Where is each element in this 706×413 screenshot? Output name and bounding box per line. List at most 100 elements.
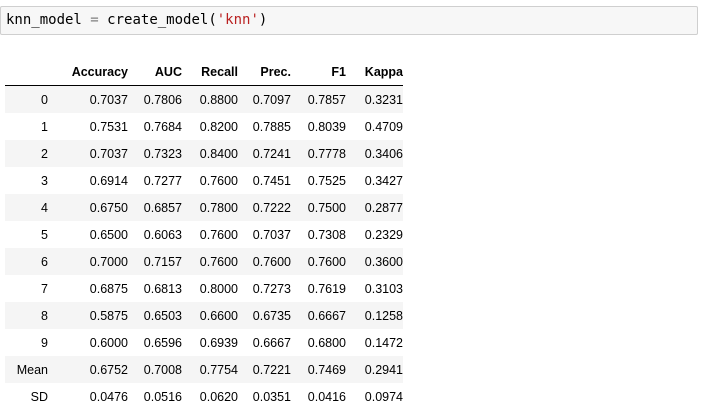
table-cell: 0.7800 xyxy=(199,200,238,215)
table-row: 2 0.7037 0.7323 0.8400 0.7241 0.7778 0.3406 xyxy=(5,140,403,167)
table-cell: 0.6735 xyxy=(252,308,291,323)
table-cell: 0.7806 xyxy=(143,92,182,107)
table-cell: 0.7323 xyxy=(143,146,182,161)
table-cell: 0.3231 xyxy=(364,92,403,107)
table-cell: 0.3600 xyxy=(364,254,403,269)
column-header: AUC xyxy=(128,58,182,86)
table-row: 7 0.6875 0.6813 0.8000 0.7273 0.7619 0.3103 xyxy=(5,275,403,302)
table-cell: 0.7600 xyxy=(307,254,346,269)
table-cell: 0.7000 xyxy=(89,254,128,269)
table-cell: 0.7600 xyxy=(199,254,238,269)
row-index: Mean xyxy=(16,362,48,377)
column-header: Recall xyxy=(182,58,238,86)
table-body: 0 0.7037 0.7806 0.8800 0.7097 0.7857 0.3231 1 0.… xyxy=(5,85,403,410)
code-operator: = xyxy=(90,12,99,28)
table-cell: 0.0416 xyxy=(307,389,346,404)
table-cell: 0.7308 xyxy=(307,227,346,242)
code-string-arg: 'knn' xyxy=(216,12,259,28)
column-header: Prec. xyxy=(238,58,291,86)
table-cell: 0.8000 xyxy=(199,281,238,296)
table-cell: 0.7221 xyxy=(252,362,291,377)
row-index: 6 xyxy=(41,254,48,269)
row-index: 9 xyxy=(41,335,48,350)
table-row: Mean 0.6752 0.7008 0.7754 0.7221 0.7469 0.2941 xyxy=(5,356,403,383)
table-cell: 0.7885 xyxy=(252,119,291,134)
table-cell: 0.6667 xyxy=(307,308,346,323)
table-cell: 0.3103 xyxy=(364,281,403,296)
table-cell: 0.6503 xyxy=(143,308,182,323)
table-cell: 0.6000 xyxy=(89,335,128,350)
table-cell: 0.7241 xyxy=(252,146,291,161)
table-cell: 0.6600 xyxy=(199,308,238,323)
table-cell: 0.6500 xyxy=(89,227,128,242)
table-cell: 0.4709 xyxy=(364,119,403,134)
table-cell: 0.7097 xyxy=(252,92,291,107)
table-cell: 0.7857 xyxy=(307,92,346,107)
table-cell: 0.6752 xyxy=(89,362,128,377)
table-cell: 0.7037 xyxy=(89,146,128,161)
table-row: 1 0.7531 0.7684 0.8200 0.7885 0.8039 0.4709 xyxy=(5,113,403,140)
table-row: 6 0.7000 0.7157 0.7600 0.7600 0.7600 0.3600 xyxy=(5,248,403,275)
table-cell: 0.7778 xyxy=(307,146,346,161)
table-cell: 0.3406 xyxy=(364,146,403,161)
table-cell: 0.7222 xyxy=(252,200,291,215)
row-index: 7 xyxy=(41,281,48,296)
table-cell: 0.7277 xyxy=(143,173,182,188)
table-cell: 0.7451 xyxy=(252,173,291,188)
table-row: 5 0.6500 0.6063 0.7600 0.7037 0.7308 0.2329 xyxy=(5,221,403,248)
table-row: 4 0.6750 0.6857 0.7800 0.7222 0.7500 0.2877 xyxy=(5,194,403,221)
table-cell: 0.7684 xyxy=(143,119,182,134)
row-index: 2 xyxy=(41,146,48,161)
table-cell: 0.7619 xyxy=(307,281,346,296)
table-cell: 0.6596 xyxy=(143,335,182,350)
table-cell: 0.6750 xyxy=(89,200,128,215)
code-variable: knn_model xyxy=(6,12,82,28)
table-cell: 0.8039 xyxy=(307,119,346,134)
table-cell: 0.7500 xyxy=(307,200,346,215)
table-cell: 0.8400 xyxy=(199,146,238,161)
table-cell: 0.7037 xyxy=(89,92,128,107)
column-header: Kappa xyxy=(346,58,403,86)
table-cell: 0.7600 xyxy=(199,227,238,242)
table-row: 0 0.7037 0.7806 0.8800 0.7097 0.7857 0.3231 xyxy=(5,85,403,113)
code-close-paren: ) xyxy=(258,12,268,28)
table-cell: 0.7531 xyxy=(89,119,128,134)
table-cell: 0.7157 xyxy=(143,254,182,269)
table-cell: 0.6875 xyxy=(89,281,128,296)
code-function: create_model( xyxy=(107,12,217,28)
table-cell: 0.0516 xyxy=(143,389,182,404)
table-row: SD 0.0476 0.0516 0.0620 0.0351 0.0416 0.0974 xyxy=(5,383,403,410)
table-cell: 0.7469 xyxy=(307,362,346,377)
row-index: 3 xyxy=(41,173,48,188)
table-cell: 0.0351 xyxy=(252,389,291,404)
table-header: Accuracy AUC Recall Prec. F1 Kappa xyxy=(5,58,403,86)
table-cell: 0.1258 xyxy=(364,308,403,323)
table-cell: 0.6800 xyxy=(307,335,346,350)
table-cell: 0.5875 xyxy=(89,308,128,323)
table-cell: 0.7037 xyxy=(252,227,291,242)
cell-output: Accuracy AUC Recall Prec. F1 Kappa 0 0.70… xyxy=(5,58,403,410)
table-cell: 0.7754 xyxy=(199,362,238,377)
row-index: 5 xyxy=(41,227,48,242)
code-cell-input[interactable]: knn_model = create_model('knn') xyxy=(0,6,698,35)
table-cell: 0.7008 xyxy=(143,362,182,377)
table-cell: 0.8200 xyxy=(199,119,238,134)
row-index: 8 xyxy=(41,308,48,323)
table-cell: 0.7600 xyxy=(199,173,238,188)
table-cell: 0.6063 xyxy=(143,227,182,242)
index-header xyxy=(5,58,48,86)
table-row: 8 0.5875 0.6503 0.6600 0.6735 0.6667 0.1258 xyxy=(5,302,403,329)
table-cell: 0.7600 xyxy=(252,254,291,269)
table-cell: 0.2329 xyxy=(364,227,403,242)
table-cell: 0.0974 xyxy=(364,389,403,404)
table-cell: 0.2877 xyxy=(364,200,403,215)
table-row: 9 0.6000 0.6596 0.6939 0.6667 0.6800 0.1472 xyxy=(5,329,403,356)
column-header: Accuracy xyxy=(48,58,128,86)
header-row: Accuracy AUC Recall Prec. F1 Kappa xyxy=(5,58,403,86)
table-cell: 0.6667 xyxy=(252,335,291,350)
column-header: F1 xyxy=(291,58,346,86)
row-index: 1 xyxy=(41,119,48,134)
table-cell: 0.6813 xyxy=(143,281,182,296)
table-cell: 0.0620 xyxy=(199,389,238,404)
